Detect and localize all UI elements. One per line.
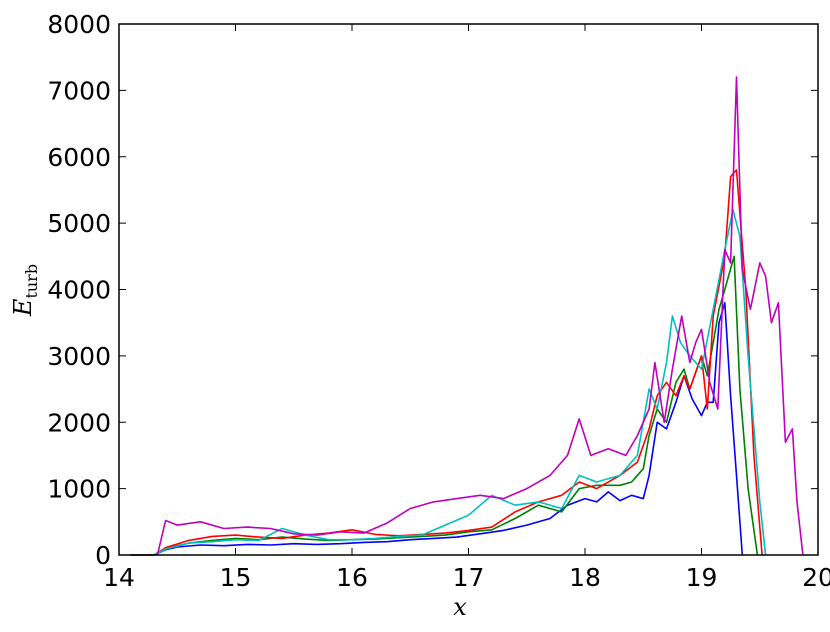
y-tick-label: 3000	[47, 342, 111, 371]
series-line-4	[130, 209, 767, 556]
y-tick-label: 2000	[47, 408, 111, 437]
y-tick-label: 7000	[47, 76, 111, 105]
x-tick-label: 18	[569, 563, 601, 592]
y-tick-label: 1000	[47, 475, 111, 504]
y-tick-label: 0	[95, 541, 111, 570]
series-line-2	[130, 255, 759, 556]
y-tick-label: 8000	[47, 10, 111, 39]
series-line-5	[130, 76, 804, 556]
x-tick-label: 20	[802, 563, 830, 592]
y-axis-label: Eturb	[9, 264, 41, 317]
y-axis-label-main: E	[9, 298, 37, 317]
y-tick-label: 6000	[47, 143, 111, 172]
x-tick-label: 17	[453, 563, 485, 592]
y-tick-label: 5000	[47, 209, 111, 238]
x-tick-label: 15	[220, 563, 252, 592]
plot-frame	[118, 23, 819, 556]
tick-layer: 14 15 16 17 18 19 20 0 1000 2000 3000 4000 5000 6000 7…	[47, 10, 830, 592]
series-layer	[130, 76, 804, 556]
x-axis-label: x	[453, 593, 467, 621]
y-tick-label: 4000	[47, 276, 111, 305]
series-line-3	[130, 169, 763, 556]
x-tick-label: 19	[686, 563, 718, 592]
y-axis-label-sub: turb	[22, 264, 41, 299]
x-tick-label: 14	[103, 563, 135, 592]
x-tick-label: 16	[336, 563, 368, 592]
